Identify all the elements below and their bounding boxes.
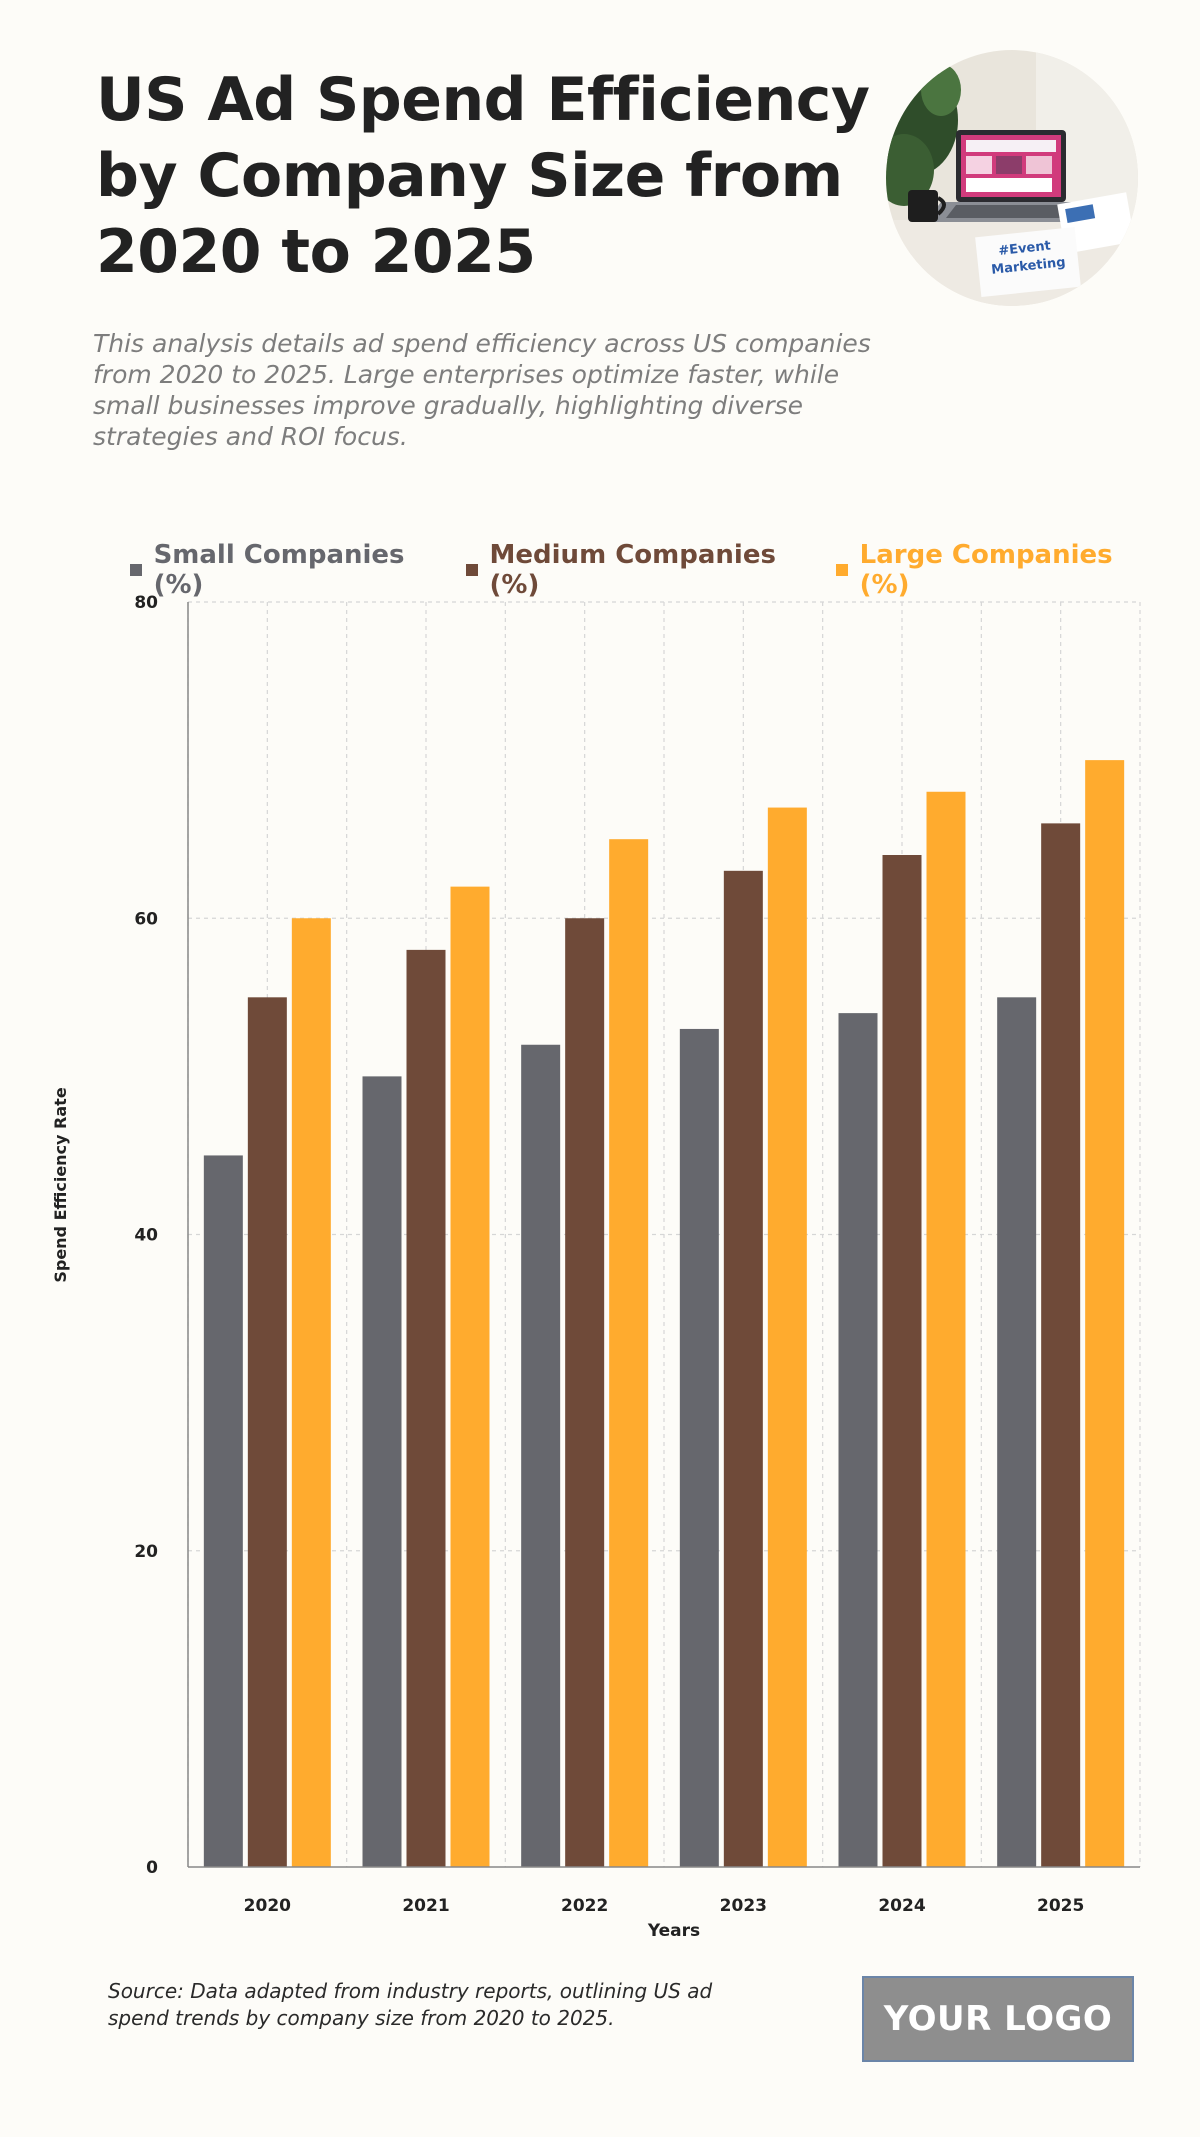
legend-swatch-small <box>130 564 142 576</box>
bar-small <box>679 1028 719 1867</box>
x-tick-label: 2020 <box>244 1896 291 1916</box>
source-note: Source: Data adapted from industry repor… <box>108 1979 713 2030</box>
legend-swatch-large <box>836 564 848 576</box>
y-tick-label: 40 <box>134 1226 158 1246</box>
x-axis-title: Years <box>647 1921 700 1941</box>
bars-layer <box>203 760 1125 1867</box>
x-tick-label: 2024 <box>878 1896 925 1916</box>
bar-large <box>291 918 331 1867</box>
x-tick-label: 2022 <box>561 1896 608 1916</box>
bar-medium <box>882 855 922 1867</box>
page-title: US Ad Spend Efficiency by Company Size f… <box>96 65 870 287</box>
y-tick-label: 80 <box>134 593 158 613</box>
y-axis-title: Spend Efficiency Rate <box>50 1087 70 1283</box>
chart-legend: Small Companies (%) Medium Companies (%)… <box>130 540 1160 600</box>
bar-medium <box>565 918 605 1867</box>
bar-medium <box>406 949 446 1867</box>
y-tick-label: 60 <box>134 909 158 929</box>
x-tick-label: 2025 <box>1037 1896 1084 1916</box>
bar-small <box>362 1076 402 1867</box>
bar-small <box>997 997 1037 1867</box>
legend-item-large: Large Companies (%) <box>836 540 1160 600</box>
logo-placeholder: YOUR LOGO <box>862 1976 1134 2062</box>
bar-small <box>521 1044 561 1867</box>
page-subtitle: This analysis details ad spend efficienc… <box>93 329 871 451</box>
bar-large <box>609 839 649 1867</box>
legend-label-small: Small Companies (%) <box>153 540 405 600</box>
x-tick-label: 2021 <box>402 1896 449 1916</box>
x-tick-label: 2023 <box>720 1896 767 1916</box>
bar-medium <box>1041 823 1081 1867</box>
legend-item-medium: Medium Companies (%) <box>465 540 822 600</box>
axis-layer: 0 20 40 60 80 2020 2021 2022 2023 2024 2025 Years <box>134 593 1140 1941</box>
bar-large <box>926 791 966 1867</box>
legend-label-large: Large Companies (%) <box>859 540 1113 600</box>
bar-medium <box>247 997 287 1867</box>
bar-large <box>450 886 490 1867</box>
bar-large <box>767 807 807 1867</box>
y-tick-label: 0 <box>146 1858 158 1878</box>
bar-large <box>1085 760 1125 1867</box>
legend-label-medium: Medium Companies (%) <box>489 540 776 600</box>
legend-swatch-medium <box>465 564 478 576</box>
y-tick-label: 20 <box>134 1542 158 1562</box>
bar-medium <box>723 870 763 1867</box>
bar-small <box>203 1155 243 1867</box>
legend-item-small: Small Companies (%) <box>130 540 452 600</box>
photo-card-line1: #Event <box>998 239 1052 259</box>
bar-small <box>838 1013 878 1867</box>
